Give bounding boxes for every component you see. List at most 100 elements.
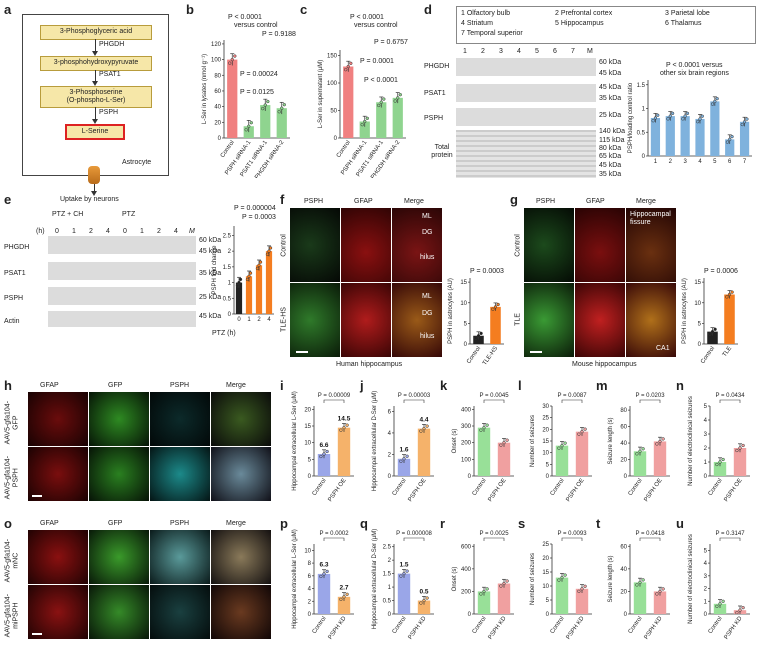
stat-label: P = 0.00003 bbox=[398, 393, 431, 399]
y-tick-label: 200 bbox=[461, 441, 472, 447]
panel-label-b: b bbox=[186, 2, 194, 17]
bar bbox=[337, 596, 351, 614]
col-merge-h: Merge bbox=[226, 382, 246, 389]
data-point bbox=[485, 587, 489, 591]
bar bbox=[276, 108, 287, 138]
data-point bbox=[708, 332, 712, 336]
row-phgdh-e: PHGDH bbox=[4, 244, 30, 251]
lane-3: 3 bbox=[499, 48, 503, 55]
y-tick-label: 1 bbox=[704, 599, 708, 605]
category-label: 2 bbox=[669, 159, 673, 165]
stat-bracket bbox=[483, 399, 505, 403]
row-control-g: Control bbox=[514, 234, 522, 257]
y-tick-label: 60 bbox=[214, 89, 221, 95]
data-point bbox=[277, 110, 281, 114]
y-tick-label: 3 bbox=[704, 432, 708, 438]
bar bbox=[417, 428, 431, 476]
y-tick-label: 1 bbox=[228, 281, 232, 287]
y-axis-label: PSPH fold change bbox=[212, 245, 218, 295]
mw-label: 45 kDa bbox=[599, 84, 622, 91]
category-label: PSPH KD bbox=[488, 615, 508, 641]
col-psph-o: PSPH bbox=[170, 520, 190, 527]
metabolite-lserine: L-Serine bbox=[65, 124, 125, 140]
data-label: 1.5 bbox=[399, 561, 408, 568]
data-point bbox=[560, 575, 564, 580]
data-point bbox=[322, 572, 326, 576]
bar bbox=[739, 121, 750, 156]
micrograph-o-merge-1 bbox=[211, 530, 271, 584]
panel-label-s: s bbox=[518, 516, 526, 531]
y-tick-label: 6 bbox=[308, 574, 312, 580]
data-point bbox=[698, 117, 702, 121]
category-label: 0 bbox=[237, 317, 241, 323]
micrograph-o-merge-2 bbox=[211, 585, 271, 639]
mw-label: 115 kDa bbox=[599, 137, 625, 144]
data-point bbox=[491, 307, 495, 311]
stat-c-1: P < 0.0001 bbox=[350, 14, 384, 21]
uptake-label: Uptake by neurons bbox=[60, 196, 119, 203]
data-point bbox=[382, 97, 386, 101]
stat-bracket bbox=[561, 399, 583, 403]
micrograph-f-merge-ctrl bbox=[392, 208, 442, 282]
chart-s: 0 5 10 15 20 25 Number of seizures Control PSPH … bbox=[530, 531, 592, 641]
category-label: PHGDH siRNA-2 bbox=[254, 139, 285, 178]
y-axis-label: PSPH in astrocytes (AU) bbox=[448, 278, 454, 344]
row-psat1: PSAT1 bbox=[424, 90, 446, 97]
y-tick-label: 5 bbox=[308, 457, 312, 463]
category-label: Control bbox=[708, 616, 724, 635]
data-point bbox=[399, 459, 403, 463]
bar bbox=[317, 454, 331, 476]
data-point bbox=[658, 589, 662, 594]
chart-k: 0 100 200 300 400 Onset (s) Control PSPH OE P = … bbox=[452, 393, 514, 503]
bar bbox=[260, 105, 271, 138]
stat-bracket bbox=[561, 537, 583, 541]
bar bbox=[337, 427, 351, 476]
micrograph-g-merge-ctrl bbox=[626, 208, 676, 282]
data-point bbox=[482, 589, 486, 594]
y-tick-label: 2 bbox=[308, 599, 312, 605]
y-tick-label: 0 bbox=[698, 342, 702, 348]
micrograph-h-psph-2 bbox=[150, 447, 210, 501]
stat-b-3: P = 0.9188 bbox=[262, 31, 296, 38]
data-point bbox=[346, 64, 350, 69]
y-axis-label: Number of seizures bbox=[530, 415, 536, 467]
data-point bbox=[247, 274, 251, 278]
blot-phgdh bbox=[456, 58, 596, 76]
col-gfap-g: GFAP bbox=[586, 198, 605, 205]
legend-item: 6 Thalamus bbox=[665, 20, 702, 27]
data-point bbox=[422, 426, 426, 431]
bar bbox=[633, 451, 647, 476]
data-point bbox=[685, 111, 690, 116]
panel-label-q: q bbox=[360, 516, 368, 531]
micrograph-o-gfp-1 bbox=[89, 530, 149, 584]
stat-label: P = 0.0434 bbox=[715, 393, 745, 399]
time-0: 0 bbox=[55, 228, 59, 235]
y-tick-label: 150 bbox=[327, 54, 338, 60]
data-point bbox=[425, 424, 429, 428]
data-point bbox=[398, 93, 402, 97]
bar bbox=[665, 116, 675, 156]
y-axis-label: Hippocampal extracellular L-Ser (μM) bbox=[292, 391, 298, 491]
y-tick-label: 0 bbox=[704, 474, 708, 480]
y-tick-label: 0 bbox=[334, 136, 338, 142]
data-point bbox=[635, 583, 639, 587]
data-point bbox=[638, 449, 642, 453]
y-tick-label: 4 bbox=[308, 587, 312, 593]
y-tick-label: 8 bbox=[308, 561, 312, 567]
stat-c-2: versus control bbox=[354, 22, 398, 29]
y-tick-label: 20 bbox=[542, 556, 549, 562]
stat-label: P = 0.0087 bbox=[557, 393, 587, 399]
y-tick-label: 1 bbox=[704, 460, 708, 466]
y-tick-label: 0 bbox=[228, 312, 232, 318]
data-point bbox=[365, 116, 369, 120]
stat-bracket bbox=[719, 537, 741, 541]
legend-item: 7 Temporal superior bbox=[461, 30, 523, 37]
y-tick-label: 0 bbox=[546, 612, 550, 618]
blot-total-protein bbox=[456, 130, 596, 178]
data-point bbox=[728, 137, 732, 142]
y-tick-label: 1 bbox=[388, 585, 392, 591]
data-label: 0.5 bbox=[419, 588, 428, 595]
lane-2: 2 bbox=[481, 48, 485, 55]
blot-e-actin bbox=[48, 311, 196, 327]
y-tick-label: 0.5 bbox=[383, 599, 392, 605]
